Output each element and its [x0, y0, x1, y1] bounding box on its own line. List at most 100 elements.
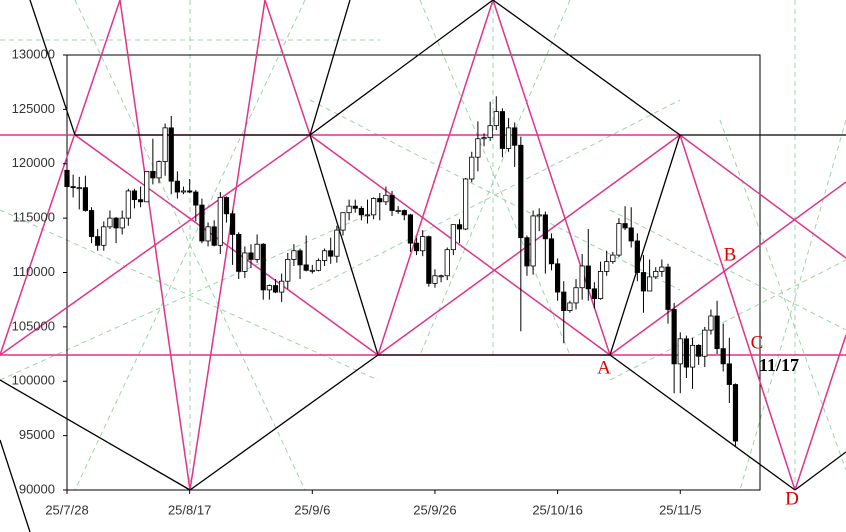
- candle-body: [340, 212, 346, 231]
- candle-body: [193, 191, 199, 206]
- candle-body: [696, 344, 702, 357]
- candle-body: [229, 213, 236, 235]
- candle-body: [266, 285, 272, 291]
- candle-body: [499, 111, 506, 149]
- x-tick-label: 25/9/6: [294, 502, 330, 517]
- candle-body: [683, 338, 690, 368]
- candle-body: [585, 265, 591, 290]
- y-tick-label: 130000: [12, 46, 55, 61]
- overlay-guides: [0, 0, 846, 491]
- candle-body: [530, 215, 536, 267]
- candle-body: [285, 259, 291, 282]
- candle-body: [567, 302, 573, 311]
- candle-body: [291, 250, 297, 260]
- candle-body: [505, 127, 512, 149]
- candle-body: [389, 194, 395, 211]
- point-label: B: [724, 244, 737, 265]
- candle-body: [364, 214, 371, 217]
- point-label: D: [785, 488, 799, 509]
- candle-body: [279, 280, 285, 293]
- candle-body: [647, 276, 653, 292]
- candle-body: [358, 207, 364, 216]
- candle-body: [371, 198, 377, 216]
- candle-body: [328, 250, 334, 257]
- candle-body: [555, 263, 561, 293]
- candle-body: [444, 249, 450, 277]
- candle-body: [346, 205, 352, 214]
- candle-body: [144, 170, 150, 203]
- candle-body: [634, 240, 640, 273]
- candle-body: [487, 125, 493, 139]
- candle-body: [401, 210, 407, 216]
- candle-body: [297, 250, 303, 266]
- candle-body: [653, 271, 659, 278]
- candle-body: [272, 285, 279, 293]
- candle-body: [542, 214, 548, 240]
- candle-body: [420, 236, 426, 252]
- candle-body: [536, 214, 542, 217]
- y-tick-label: 125000: [12, 101, 55, 116]
- candle-body: [131, 190, 138, 201]
- candle-body: [714, 315, 720, 350]
- candle-body: [579, 265, 585, 289]
- candle-body: [616, 223, 622, 256]
- candle-body: [561, 291, 567, 311]
- candle-body: [303, 264, 309, 271]
- candle-body: [407, 214, 414, 244]
- candle-body: [125, 190, 131, 219]
- candle-body: [352, 205, 358, 209]
- candle-body: [70, 186, 76, 189]
- candle-body: [64, 169, 70, 187]
- candle-body: [481, 137, 487, 140]
- y-tick-label: 120000: [12, 155, 55, 170]
- candle-body: [604, 261, 610, 272]
- candle-body: [413, 242, 420, 252]
- candle-body: [334, 229, 340, 257]
- candle-body: [689, 344, 696, 368]
- candle-body: [315, 260, 322, 271]
- candle-body: [95, 236, 101, 246]
- candle-body: [573, 287, 579, 304]
- candle-body: [187, 190, 193, 193]
- candle-body: [677, 338, 683, 365]
- candle-body: [671, 309, 677, 365]
- candle-body: [82, 187, 88, 211]
- candle-body: [156, 161, 162, 179]
- candle-body: [659, 266, 665, 272]
- x-tick-label: 25/8/17: [168, 502, 211, 517]
- candle-body: [395, 210, 401, 212]
- candle-body: [113, 217, 119, 229]
- candle-body: [456, 224, 463, 230]
- candle-body: [726, 363, 732, 385]
- candle-body: [199, 204, 205, 242]
- candle-body: [137, 199, 144, 203]
- candle-body: [512, 127, 518, 146]
- candle-body: [101, 226, 107, 246]
- candle-body: [432, 275, 438, 284]
- candle-body: [242, 252, 248, 272]
- date-label: 11/17: [759, 355, 799, 375]
- candle-body: [708, 315, 714, 331]
- candle-body: [162, 127, 168, 162]
- point-label: A: [597, 357, 611, 378]
- candle-body: [236, 234, 242, 272]
- candles: [64, 96, 739, 447]
- candle-body: [463, 178, 469, 230]
- candle-body: [168, 127, 174, 182]
- candle-body: [518, 144, 524, 239]
- candle-body: [150, 170, 156, 179]
- candle-body: [591, 288, 598, 300]
- candle-body: [469, 156, 475, 180]
- candle-body: [119, 217, 125, 229]
- point-label: C: [751, 332, 764, 353]
- candle-body: [450, 224, 456, 251]
- x-tick-label: 25/9/26: [413, 502, 456, 517]
- candle-body: [248, 252, 254, 260]
- x-tick-label: 25/7/28: [45, 502, 88, 517]
- x-tick-label: 25/11/5: [659, 502, 701, 517]
- candle-body: [76, 187, 82, 190]
- candle-body: [254, 243, 260, 260]
- candle-body: [438, 275, 444, 278]
